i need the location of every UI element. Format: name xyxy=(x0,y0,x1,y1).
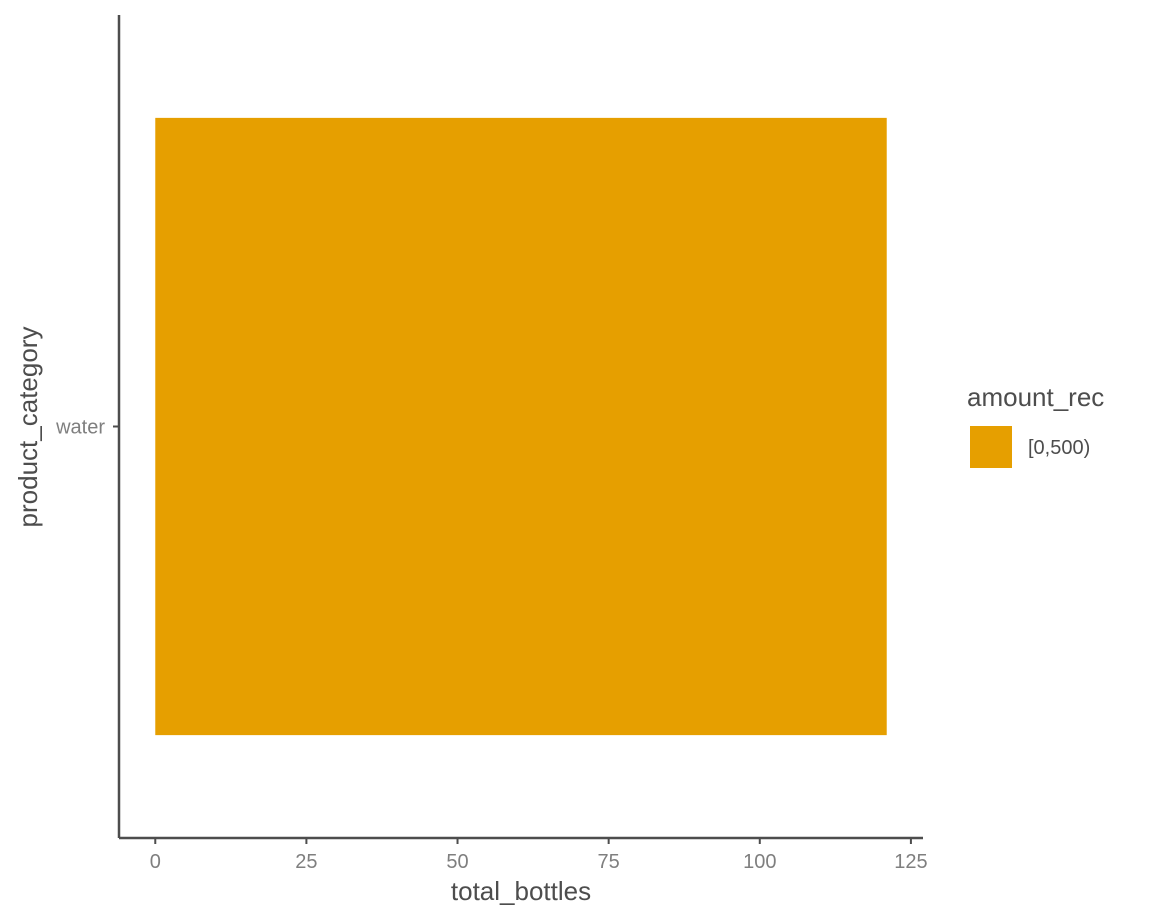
x-tick-label-75: 75 xyxy=(598,851,620,873)
legend-title: amount_rec xyxy=(967,382,1104,412)
legend-label: [0,500) xyxy=(1028,437,1090,459)
bars-layer xyxy=(155,117,887,736)
x-axis-title: total_bottles xyxy=(451,876,591,906)
x-tick-label-50: 50 xyxy=(446,851,468,873)
legend-entries: [0,500) xyxy=(970,426,1090,468)
legend: amount_rec [0,500) xyxy=(967,382,1104,468)
y-axis-ticks: water xyxy=(55,417,119,439)
legend-swatch xyxy=(970,426,1012,468)
x-tick-label-0: 0 xyxy=(150,851,161,873)
x-tick-label-125: 125 xyxy=(894,851,927,873)
y-tick-label-water: water xyxy=(55,417,105,439)
x-tick-label-25: 25 xyxy=(295,851,317,873)
bar-water-0 xyxy=(155,117,887,736)
x-tick-label-100: 100 xyxy=(743,851,776,873)
y-axis-title: product_category xyxy=(13,327,43,528)
x-axis-ticks: 0 25 50 75 100 125 xyxy=(150,838,928,873)
